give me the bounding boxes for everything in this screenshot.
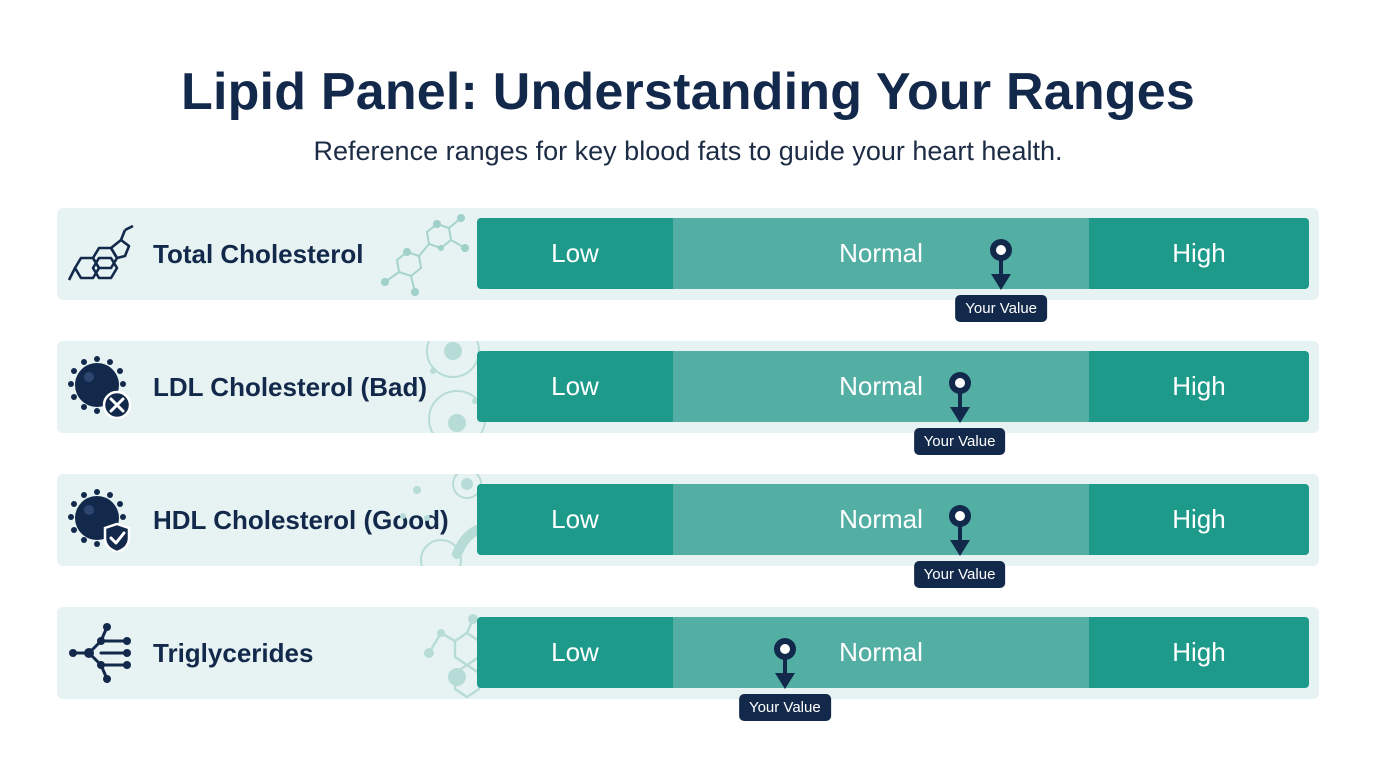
range-segment-normal: Normal — [673, 351, 1089, 422]
range-segment-high: High — [1089, 218, 1309, 289]
range-segment-high: High — [1089, 484, 1309, 555]
map-pin-icon — [948, 505, 971, 556]
your-value-badge: Your Value — [913, 428, 1006, 455]
page-title: Lipid Panel: Understanding Your Ranges — [180, 63, 1195, 121]
range-segment-low: Low — [477, 351, 673, 422]
row-hdl-cholesterol: HDL Cholesterol (Good) Low Normal High Y… — [57, 474, 1319, 588]
your-value-marker: Your Value — [910, 371, 1010, 461]
range-bar: Low Normal High — [477, 351, 1309, 422]
range-segment-normal: Normal — [673, 617, 1089, 688]
your-value-marker: Your Value — [910, 504, 1010, 594]
your-value-badge: Your Value — [913, 561, 1006, 588]
range-bar: Low Normal High — [477, 218, 1309, 289]
molecule-decoration-icon — [381, 214, 469, 296]
row-label: Total Cholesterol — [153, 239, 364, 269]
map-pin-icon — [773, 638, 796, 689]
range-segment-normal: Normal — [673, 484, 1089, 555]
hdl-particle-shield-icon — [68, 489, 131, 552]
range-segment-high: High — [1089, 617, 1309, 688]
your-value-marker: Your Value — [951, 238, 1051, 328]
map-pin-icon — [948, 372, 971, 423]
row-label: Triglycerides — [153, 638, 314, 668]
triglyceride-molecule-icon — [69, 623, 131, 683]
map-pin-icon — [990, 239, 1013, 290]
cell-decoration-icon — [400, 474, 487, 566]
range-segment-high: High — [1089, 351, 1309, 422]
page-subtitle: Reference ranges for key blood fats to g… — [313, 136, 1063, 166]
range-bar: Low Normal High — [477, 484, 1309, 555]
steroid-molecule-icon — [67, 224, 134, 281]
range-segment-low: Low — [477, 484, 673, 555]
your-value-badge: Your Value — [738, 694, 831, 721]
row-label: HDL Cholesterol (Good) — [153, 505, 449, 535]
row-ldl-cholesterol: LDL Cholesterol (Bad) Low Normal High Yo… — [57, 341, 1319, 455]
row-triglycerides: Triglycerides Low Normal High Your Value — [57, 607, 1319, 721]
range-segment-normal: Normal — [673, 218, 1089, 289]
cell-decoration-icon — [426, 341, 486, 433]
your-value-marker: Your Value — [735, 637, 835, 727]
row-total-cholesterol: Total Cholesterol Low Normal High Your V… — [57, 208, 1319, 322]
row-label: LDL Cholesterol (Bad) — [153, 372, 427, 402]
range-segment-low: Low — [477, 617, 673, 688]
range-bar: Low Normal High — [477, 617, 1309, 688]
molecule-decoration-icon — [424, 614, 487, 699]
your-value-badge: Your Value — [955, 295, 1048, 322]
ldl-particle-x-icon — [68, 356, 132, 419]
range-segment-low: Low — [477, 218, 673, 289]
